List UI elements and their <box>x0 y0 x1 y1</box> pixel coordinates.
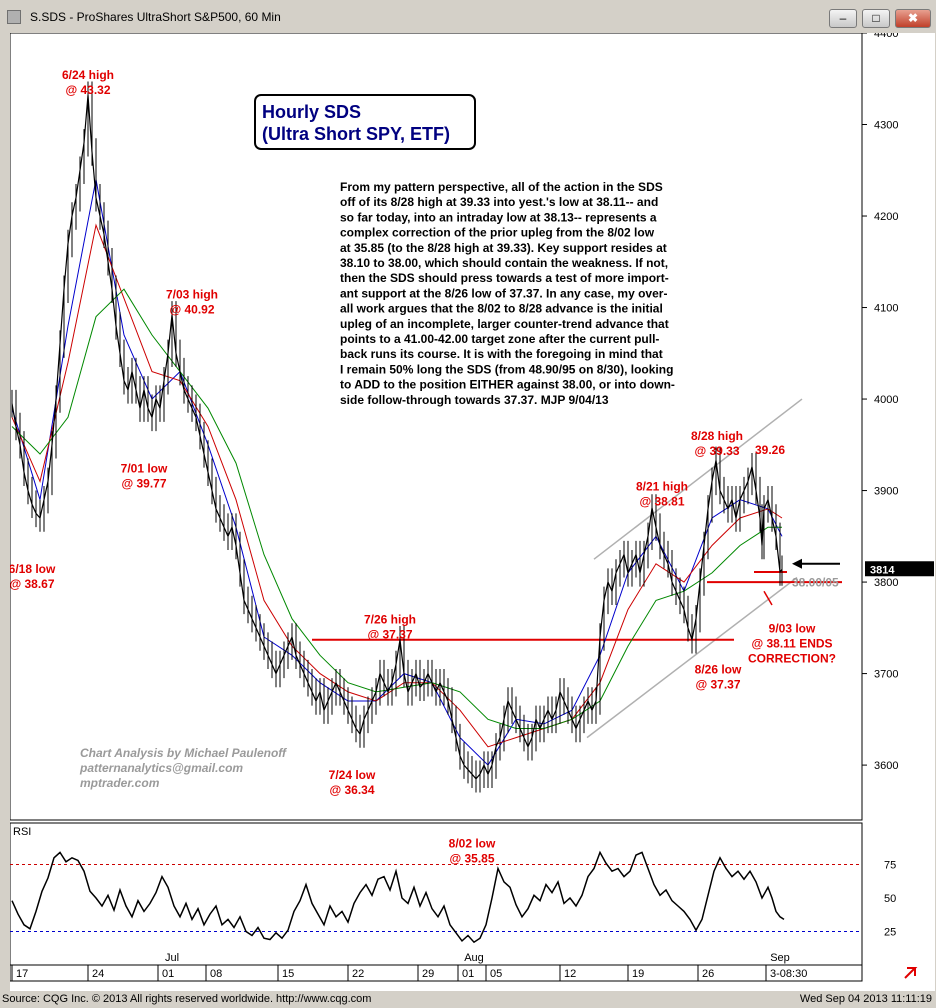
commentary-line: I remain 50% long the SDS (from 48.90/95… <box>340 362 673 376</box>
commentary-line: side follow-through towards 37.37. MJP 9… <box>340 393 609 407</box>
commentary-line: complex correction of the prior upleg fr… <box>340 226 655 240</box>
rsi-tick-label: 75 <box>884 860 896 872</box>
commentary-line: off of its 8/28 high at 39.33 into yest.… <box>340 195 658 209</box>
day-label: 24 <box>92 968 104 980</box>
commentary-line: points to a 41.00-42.00 target zone afte… <box>340 332 659 346</box>
price-tick-label: 3700 <box>874 669 898 681</box>
month-label: Sep <box>770 952 790 964</box>
commentary-line: upleg of an incomplete, larger counter-t… <box>340 317 669 331</box>
price-annotation: 39.26 <box>755 443 785 457</box>
month-label: Jul <box>165 952 179 964</box>
day-label: 19 <box>632 968 644 980</box>
arrow-head <box>792 558 802 569</box>
price-tick-label: 4100 <box>874 303 898 315</box>
last-price-box <box>865 561 934 577</box>
price-annotation: 7/24 low <box>329 768 376 782</box>
day-label: 12 <box>564 968 576 980</box>
credit-line: mptrader.com <box>80 776 160 790</box>
chart-subtitle: (Ultra Short SPY, ETF) <box>262 124 450 144</box>
price-tick-label: 4200 <box>874 211 898 223</box>
price-tick-label: 4300 <box>874 120 898 132</box>
price-annotation: 7/01 low <box>121 461 168 475</box>
price-chart: 4400 4300 4200 4100 4000 3900 3800 3700 3600 3814… <box>9 28 935 991</box>
price-annotation: CORRECTION? <box>748 651 836 665</box>
commentary-line: back runs its course. It is with the for… <box>340 347 663 361</box>
time-axis <box>9 964 863 982</box>
price-annotation: @ 39.77 <box>121 476 166 490</box>
status-footer: Source: CQG Inc. © 2013 All rights reser… <box>0 992 936 1008</box>
day-label: 26 <box>702 968 714 980</box>
chart-title: Hourly SDS <box>262 102 361 122</box>
chart-window: 4400 4300 4200 4100 4000 3900 3800 3700 3600 3814… <box>9 28 935 991</box>
price-annotation: @ 36.34 <box>329 783 374 797</box>
channel-upper-line <box>593 398 803 560</box>
price-annotation: 6/24 high <box>62 68 114 82</box>
price-annotation: 7/26 high <box>364 612 416 626</box>
last-price-label: 3814 <box>870 564 895 576</box>
price-annotation: 8/28 high <box>691 429 743 443</box>
price-annotation: 7/03 high <box>166 287 218 301</box>
day-label: 17 <box>16 968 28 980</box>
price-tick-label: 3900 <box>874 486 898 498</box>
credit-line: Chart Analysis by Michael Paulenoff <box>80 746 287 760</box>
day-label: 22 <box>352 968 364 980</box>
window-titlebar: S.SDS - ProShares UltraShort S&P500, 60 … <box>0 0 936 30</box>
price-tick-label: 3800 <box>874 577 898 589</box>
day-label: 15 <box>282 968 294 980</box>
price-tick-label: 4400 <box>874 33 898 40</box>
day-label: 08 <box>210 968 222 980</box>
maximize-button[interactable]: □ <box>862 9 890 28</box>
timestamp: Wed Sep 04 2013 11:11:19 <box>799 993 932 1005</box>
rsi-tick-label: 25 <box>884 927 896 939</box>
price-annotation: 9/03 low <box>769 621 816 635</box>
rsi-line <box>11 850 785 944</box>
price-annotation: @ 43.32 <box>65 83 110 97</box>
source-credit: Source: CQG Inc. © 2013 All rights reser… <box>2 993 372 1005</box>
low-pointer-line <box>763 590 773 606</box>
price-annotation: @ 38.81 <box>639 495 684 509</box>
chart-title-box <box>254 94 476 150</box>
price-tick-label: 3600 <box>874 760 898 772</box>
commentary-line: 38.10 to 38.00, which should contain the… <box>340 256 668 270</box>
commentary-line: at 35.85 (to the 8/28 high at 39.33). Ke… <box>340 241 667 255</box>
commentary-line: to ADD to the position EITHER against 38… <box>340 378 675 392</box>
price-annotation: 8/26 low <box>695 663 742 677</box>
commentary-line: ant support at the 8/26 low of 37.37. In… <box>340 286 667 300</box>
price-annotation: @ 37.37 <box>695 678 740 692</box>
price-annotation: @ 40.92 <box>169 302 214 316</box>
price-annotation: 6/18 low <box>10 562 56 576</box>
price-annotation: @ 39.33 <box>694 444 739 458</box>
credit-line: patternanalytics@gmail.com <box>79 761 243 775</box>
day-label: 01 <box>462 968 474 980</box>
price-line <box>11 95 783 780</box>
commentary-line: then the SDS should press towards a test… <box>340 271 669 285</box>
rsi-tick-label: 50 <box>884 893 896 905</box>
day-label: 01 <box>162 968 174 980</box>
price-annotation: @ 37.37 <box>367 627 412 641</box>
close-button[interactable]: ✖ <box>895 9 931 28</box>
day-label: 3-08:30 <box>770 968 807 980</box>
month-label: Aug <box>464 952 484 964</box>
day-label: 29 <box>422 968 434 980</box>
minimize-button[interactable]: – <box>829 9 857 28</box>
window-title: S.SDS - ProShares UltraShort S&P500, 60 … <box>30 10 281 24</box>
scroll-arrow-icon <box>904 967 918 979</box>
price-annotation: 8/21 high <box>636 480 688 494</box>
price-annotation: 8/02 low <box>449 836 496 850</box>
app-icon <box>7 10 21 24</box>
price-annotation: @ 38.67 <box>10 577 55 591</box>
channel-lower-line <box>586 576 798 739</box>
rsi-label: RSI <box>13 826 31 838</box>
commentary-line: all work argues that the 8/02 to 8/28 ad… <box>340 302 663 316</box>
day-label: 05 <box>490 968 502 980</box>
support-label: 38.00/05 <box>792 576 839 590</box>
price-tick-label: 4000 <box>874 394 898 406</box>
price-annotation: @ 35.85 <box>449 851 494 865</box>
rsi-panel <box>9 822 863 966</box>
price-annotation: @ 38.11 ENDS <box>751 636 832 650</box>
commentary-line: so far today, into an intraday low at 38… <box>340 210 657 224</box>
commentary-line: From my pattern perspective, all of the … <box>340 180 663 194</box>
